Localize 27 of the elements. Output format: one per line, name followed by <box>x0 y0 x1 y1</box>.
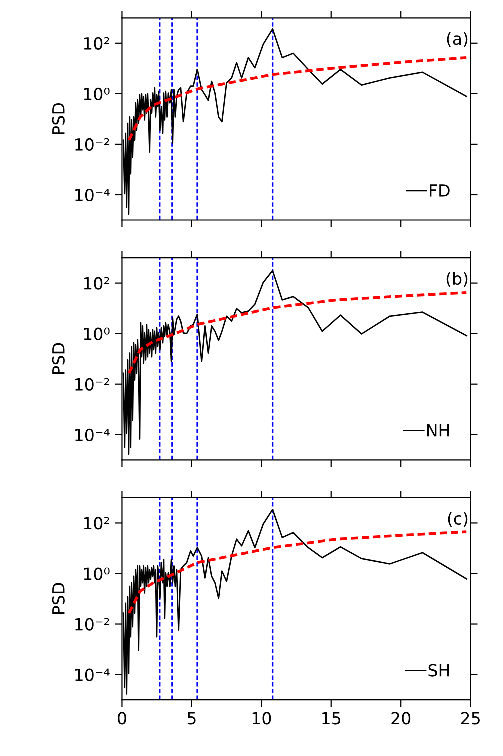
y-tick-label: 10² <box>84 277 110 290</box>
legend-label: FD <box>430 184 450 197</box>
legend-label: SH <box>428 664 450 677</box>
x-tick-label: 25 <box>461 712 480 725</box>
x-tick-label: 10 <box>252 712 272 725</box>
y-tick-label: 10⁻² <box>76 618 110 631</box>
annotation: (a) <box>447 32 468 48</box>
x-tick-label: 15 <box>322 712 341 725</box>
y-tick-label: 10² <box>84 517 110 530</box>
x-tick-label: 20 <box>392 712 411 725</box>
x-tick-label: 5 <box>188 712 196 725</box>
x-tick-label: 0 <box>118 712 126 725</box>
y-tick-label: 10⁻² <box>76 138 110 152</box>
annotation: (c) <box>448 512 468 527</box>
y-tick-label: 10⁻⁴ <box>76 428 110 442</box>
y-tick-label: 10⁻² <box>76 378 110 391</box>
y-tick-label: 10⁰ <box>84 88 110 100</box>
y-tick-label: 10⁰ <box>84 328 110 340</box>
y-axis-title: PSD <box>52 343 65 374</box>
annotation: (b) <box>446 272 468 288</box>
y-tick-label: 10⁻⁴ <box>76 668 110 682</box>
y-axis-title: PSD <box>52 103 65 134</box>
y-tick-label: 10² <box>84 37 110 50</box>
y-tick-label: 10⁰ <box>84 568 110 580</box>
legend-label: NH <box>427 424 450 437</box>
y-axis-title: PSD <box>52 583 65 614</box>
y-tick-label: 10⁻⁴ <box>76 188 110 202</box>
